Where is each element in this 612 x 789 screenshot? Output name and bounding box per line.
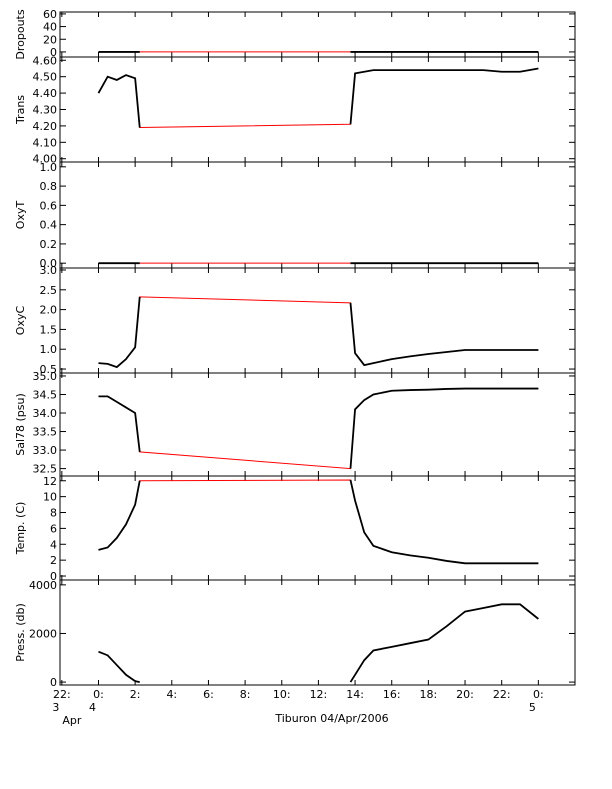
x-date-label: 5 xyxy=(529,701,536,714)
data-line xyxy=(98,296,141,369)
y-tick-label: 34.5 xyxy=(33,388,58,401)
data-line xyxy=(98,650,140,683)
y-tick-label: 1.0 xyxy=(40,161,58,174)
x-tick-label: 22: xyxy=(493,688,511,701)
y-axis-label: OxyT xyxy=(14,201,27,230)
panel-frame xyxy=(59,579,576,686)
x-tick-label: 2: xyxy=(130,688,141,701)
y-tick-label: 4.60 xyxy=(33,54,58,67)
y-tick-label: 33.0 xyxy=(33,444,58,457)
y-tick-label: 32.5 xyxy=(33,463,58,476)
y-tick-label: 2.0 xyxy=(40,304,58,317)
x-tick-label: 0: xyxy=(93,688,104,701)
x-tick-label: 16: xyxy=(383,688,401,701)
y-axis-label: Sal78 (psu) xyxy=(14,393,27,456)
panel-frame xyxy=(59,161,576,269)
y-axis-label: Press. (db) xyxy=(14,603,27,662)
panel-frame xyxy=(59,11,576,58)
y-tick-label: 3.0 xyxy=(40,264,58,277)
y-tick-label: 20 xyxy=(43,33,57,46)
data-line xyxy=(98,395,141,453)
y-tick-label: 4 xyxy=(50,538,57,551)
y-tick-label: 0.6 xyxy=(40,199,58,212)
y-tick-label: 1.5 xyxy=(40,323,58,336)
y-tick-label: 0.2 xyxy=(40,238,58,251)
y-tick-label: 0 xyxy=(50,46,57,59)
y-tick-label: 0.0 xyxy=(40,257,58,270)
data-line xyxy=(349,479,539,565)
x-tick-label: 6: xyxy=(203,688,214,701)
connector-line xyxy=(98,479,539,564)
y-tick-label: 2000 xyxy=(29,627,57,640)
connector-line xyxy=(98,388,539,470)
y-tick-label: 34.0 xyxy=(33,407,58,420)
data-line xyxy=(349,603,539,683)
x-tick-label: 10: xyxy=(273,688,291,701)
y-tick-label: 4.00 xyxy=(33,153,58,166)
y-tick-label: 4.20 xyxy=(33,120,58,133)
x-tick-label: 0: xyxy=(533,688,544,701)
x-date-label: 4 xyxy=(89,701,96,714)
x-tick-label: 14: xyxy=(346,688,364,701)
y-tick-label: 0.8 xyxy=(40,180,58,193)
data-line xyxy=(97,74,141,128)
x-tick-label: 8: xyxy=(240,688,251,701)
y-tick-label: 0 xyxy=(50,676,57,689)
x-date-label: 3 xyxy=(52,701,59,714)
connector-line xyxy=(98,296,539,368)
y-axis-label: Temp. (C) xyxy=(14,502,27,556)
y-tick-label: 12 xyxy=(43,475,57,488)
x-tick-label: 22: xyxy=(53,688,71,701)
x-tick-label: 4: xyxy=(166,688,177,701)
data-line xyxy=(349,387,539,469)
y-tick-label: 1.0 xyxy=(40,343,58,356)
y-tick-label: 0.4 xyxy=(40,219,58,232)
y-tick-label: 4.40 xyxy=(33,87,58,100)
data-line xyxy=(349,302,539,367)
y-tick-label: 4000 xyxy=(29,579,57,592)
y-axis-label: OxyC xyxy=(14,306,27,336)
y-tick-label: 4.30 xyxy=(33,104,58,117)
y-axis-label: Dropouts xyxy=(14,9,27,59)
y-tick-label: 35.0 xyxy=(33,370,58,383)
x-tick-label: 20: xyxy=(456,688,474,701)
y-tick-label: 33.5 xyxy=(33,426,58,439)
y-tick-label: 8 xyxy=(50,507,57,520)
data-line xyxy=(349,67,539,125)
y-tick-label: 0 xyxy=(50,570,57,583)
x-tick-label: 12: xyxy=(310,688,328,701)
x-month-label: Apr xyxy=(62,714,82,727)
y-tick-label: 2.5 xyxy=(40,284,58,297)
y-tick-label: 10 xyxy=(43,491,57,504)
y-tick-label: 6 xyxy=(50,522,57,535)
y-tick-label: 4.10 xyxy=(33,136,58,149)
data-line xyxy=(98,480,141,551)
y-tick-label: 0.5 xyxy=(40,363,58,376)
y-tick-label: 40 xyxy=(43,21,57,34)
y-tick-label: 2 xyxy=(50,554,57,567)
y-tick-label: 60 xyxy=(43,8,57,21)
connector-line xyxy=(98,67,539,129)
y-axis-label: Trans xyxy=(14,95,27,125)
y-tick-label: 4.50 xyxy=(33,71,58,84)
x-tick-label: 18: xyxy=(420,688,438,701)
x-axis-label: Tiburon 04/Apr/2006 xyxy=(274,712,388,725)
